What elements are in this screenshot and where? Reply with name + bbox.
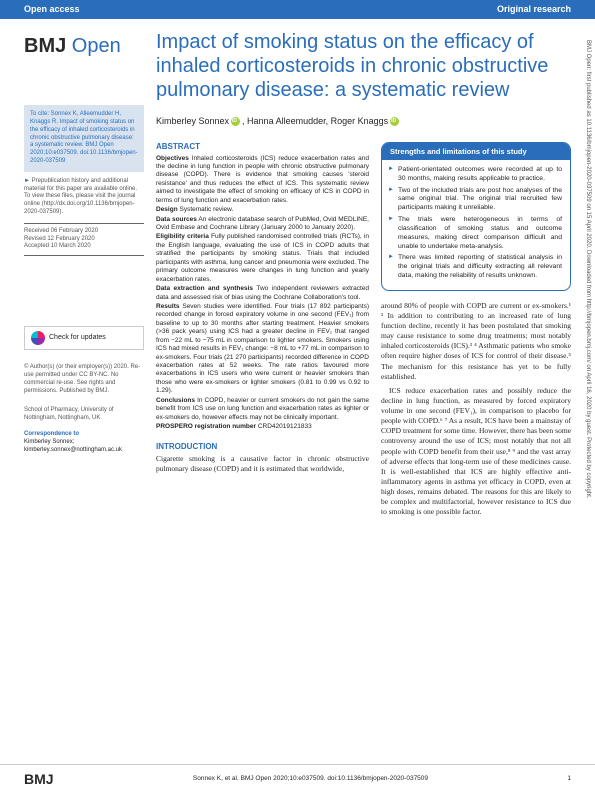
correspondence-heading: Correspondence to <box>24 431 144 439</box>
article-type-label: Original research <box>497 4 571 15</box>
left-sidebar: BMJ Open To cite: Sonnex K, Alleemudder … <box>24 20 144 521</box>
page-footer: BMJ Sonnex K, et al. BMJ Open 2020;10:e0… <box>0 764 595 794</box>
prepublication-note: ► Prepublication history and additional … <box>24 172 144 223</box>
body-para-2: ICS reduce exacerbation rates and possib… <box>381 386 571 518</box>
two-column-body: ABSTRACT Objectives Inhaled corticostero… <box>156 142 571 522</box>
author-1: Kimberley Sonnex <box>156 116 229 126</box>
authors-line: Kimberley Sonnex , Hanna Alleemudder, Rog… <box>156 110 571 141</box>
correspondence-email[interactable]: kimberley.sonnex@nottingham.ac.uk <box>24 447 144 455</box>
correspondence-block: Correspondence to Kimberley Sonnex; kimb… <box>24 427 144 458</box>
crossmark-icon <box>31 331 45 345</box>
abstract-text: Objectives Inhaled corticosteroids (ICS)… <box>156 155 369 432</box>
strength-item: Patient-orientated outcomes were recorde… <box>398 166 562 184</box>
prepub-text: Prepublication history and additional ma… <box>24 178 137 215</box>
body-text: around 80% of people with COPD are curre… <box>381 301 571 518</box>
authors-rest: , Hanna Alleemudder, Roger Knaggs <box>242 116 388 126</box>
citation-box: To cite: Sonnex K, Alleemudder H, Knaggs… <box>24 105 144 172</box>
strength-item: Two of the included trials are post hoc … <box>398 187 562 213</box>
journal-name-bold: BMJ <box>24 35 66 57</box>
orcid-icon[interactable] <box>231 117 240 126</box>
article-title: Impact of smoking status on the efficacy… <box>156 20 571 110</box>
abstract-heading: ABSTRACT <box>156 142 369 152</box>
journal-name-light: Open <box>72 35 121 57</box>
arrow-icon: ► <box>24 178 30 184</box>
introduction-heading: INTRODUCTION <box>156 442 369 452</box>
introduction-text: Cigarette smoking is a causative factor … <box>156 454 369 474</box>
content-area: BMJ Open To cite: Sonnex K, Alleemudder … <box>0 20 595 521</box>
strengths-box: Strengths and limitations of this study … <box>381 142 571 291</box>
right-column: Strengths and limitations of this study … <box>381 142 571 522</box>
strengths-heading: Strengths and limitations of this study <box>382 143 570 160</box>
accepted-date: Accepted 10 March 2020 <box>24 243 144 251</box>
strength-item: The trials were heterogeneous in terms o… <box>398 216 562 251</box>
copyright-text: © Author(s) (or their employer(s)) 2020.… <box>24 360 144 403</box>
bmj-logo: BMJ <box>24 771 54 789</box>
check-updates-label: Check for updates <box>49 334 106 343</box>
top-bar: Open access Original research <box>0 0 595 20</box>
revised-date: Revised 12 February 2020 <box>24 236 144 244</box>
received-date: Received 06 February 2020 <box>24 228 144 236</box>
check-updates-button[interactable]: Check for updates <box>24 326 144 350</box>
main-content: Impact of smoking status on the efficacy… <box>156 20 571 521</box>
correspondence-name: Kimberley Sonnex; <box>24 439 144 447</box>
affiliation-text: School of Pharmacy, University of Nottin… <box>24 403 144 427</box>
dates-block: Received 06 February 2020 Revised 12 Feb… <box>24 223 144 256</box>
journal-title: BMJ Open <box>24 20 144 65</box>
footer-citation: Sonnex K, et al. BMJ Open 2020;10:e03750… <box>193 775 428 783</box>
vertical-download-info: BMJ Open: first published as 10.1136/bmj… <box>579 40 591 760</box>
open-access-label: Open access <box>24 4 80 15</box>
page-number: 1 <box>567 775 571 783</box>
body-para-1: around 80% of people with COPD are curre… <box>381 301 571 382</box>
abstract-column: ABSTRACT Objectives Inhaled corticostero… <box>156 142 369 522</box>
strengths-list: Patient-orientated outcomes were recorde… <box>382 160 570 290</box>
strength-item: There was limited reporting of statistic… <box>398 254 562 280</box>
orcid-icon[interactable] <box>390 117 399 126</box>
